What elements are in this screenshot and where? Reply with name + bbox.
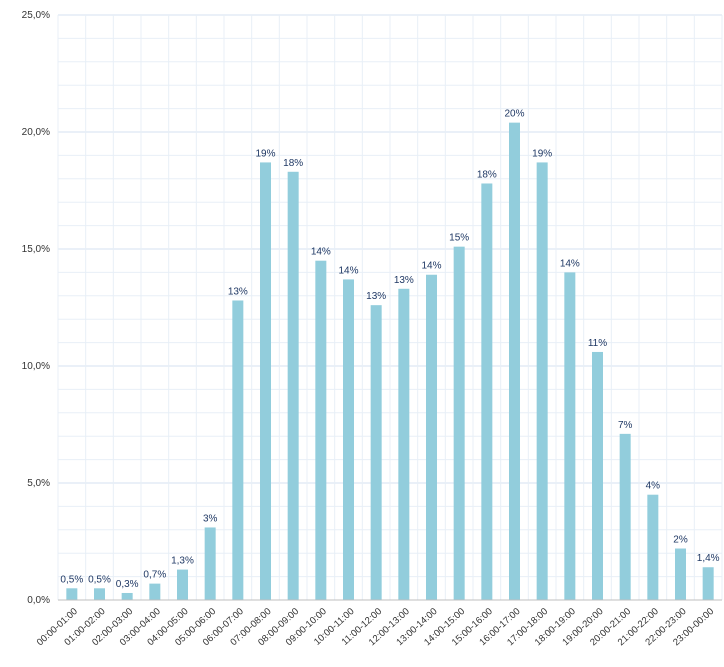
data-label: 1,3% [171,556,194,567]
data-label: 1,4% [697,553,720,564]
data-label: 14% [311,247,331,258]
data-label: 14% [560,258,580,269]
labels-layer: 0,5% 0,5% 0,3% 0,7% 1,3% 3% 13% 19% 18% 14% 14% 13%… [60,109,719,590]
bar [398,288,410,600]
data-label: 18% [477,169,497,180]
bar [204,527,216,600]
data-label: 14% [421,261,441,272]
data-label: 13% [366,291,386,302]
data-label: 0,3% [116,579,139,590]
y-tick-label: 5,0% [27,478,50,489]
data-label: 13% [394,275,414,286]
bar [177,569,188,600]
bar [343,279,354,600]
bar [509,122,520,600]
bar [481,183,493,601]
bar [453,246,465,600]
y-tick-label: 20,0% [22,127,50,138]
y-tick-label: 0,0% [27,595,50,606]
bars-layer [66,122,714,601]
bar [675,548,686,600]
data-label: 15% [449,233,469,244]
bar [149,583,161,600]
bar [232,300,244,600]
grid-layer [57,14,723,601]
bar [260,162,271,601]
bar [94,588,105,600]
data-label: 11% [588,338,607,349]
data-label: 3% [203,513,218,524]
data-label: 13% [228,286,248,297]
bar [564,272,576,600]
bar [287,171,299,600]
data-label: 4% [646,481,661,492]
data-label: 2% [673,535,688,546]
y-tick-label: 10,0% [22,361,50,372]
bar [647,494,659,600]
data-label: 0,7% [143,570,166,581]
data-label: 19% [532,148,552,159]
bar [315,260,327,600]
bar [66,588,78,600]
y-tick-label: 15,0% [22,244,50,255]
data-label: 7% [618,420,633,431]
y-tick-label: 25,0% [22,10,50,21]
data-label: 19% [255,148,275,159]
bar [370,305,382,600]
data-label: 14% [338,265,358,276]
data-label: 0,5% [60,574,83,585]
bar [536,162,548,601]
data-label: 0,5% [88,574,111,585]
bar [619,433,631,600]
bar [702,567,714,600]
bar [121,592,133,600]
bar [592,351,603,600]
data-label: 18% [283,158,303,169]
bar [426,274,437,600]
data-label: 20% [504,109,524,120]
